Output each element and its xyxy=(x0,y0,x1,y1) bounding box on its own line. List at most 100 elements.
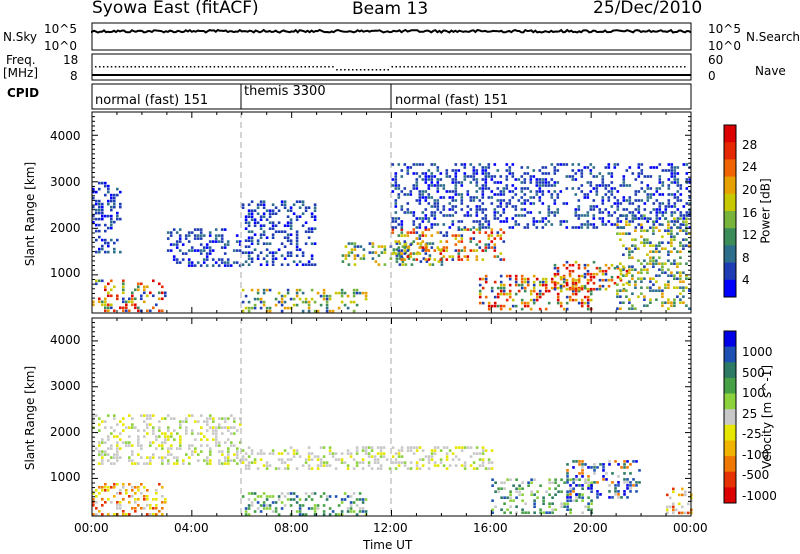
echo-cell xyxy=(98,211,101,215)
echo-cell xyxy=(545,490,548,493)
echo-cell xyxy=(491,511,494,514)
echo-cell xyxy=(541,226,545,229)
echo-cell xyxy=(227,429,230,432)
echo-cell xyxy=(598,287,602,291)
echo-cell xyxy=(442,196,446,199)
echo-cell xyxy=(295,495,299,498)
echo-cell xyxy=(253,458,257,461)
echo-cell xyxy=(349,510,353,513)
echo-cell xyxy=(286,498,290,501)
nave-dot xyxy=(411,66,413,68)
echo-cell xyxy=(586,214,590,217)
echo-cell xyxy=(343,461,347,464)
echo-cell xyxy=(681,493,684,497)
echo-cell xyxy=(421,190,425,193)
echo-cell xyxy=(679,241,682,244)
echo-cell xyxy=(271,501,275,504)
echo-cell xyxy=(343,303,347,307)
velocity-cbar-tick-1: 500 xyxy=(742,366,765,380)
echo-cell xyxy=(101,303,104,307)
echo-cell xyxy=(484,231,488,234)
echo-cell xyxy=(623,472,626,475)
echo-cell xyxy=(593,466,596,469)
echo-cell xyxy=(122,498,125,501)
echo-cell xyxy=(608,463,611,466)
nave-dot xyxy=(379,69,382,71)
echo-cell xyxy=(481,223,485,226)
echo-cell xyxy=(619,301,622,304)
echo-cell xyxy=(688,307,691,310)
echo-cell xyxy=(685,202,689,205)
echo-cell xyxy=(478,277,482,281)
echo-cell xyxy=(131,444,134,447)
echo-cell xyxy=(676,181,680,184)
echo-cell xyxy=(418,252,422,255)
echo-cell xyxy=(661,241,664,244)
echo-cell xyxy=(556,193,560,196)
echo-cell xyxy=(628,220,632,223)
echo-cell xyxy=(340,291,344,295)
echo-cell xyxy=(590,490,593,493)
echo-cell xyxy=(95,447,98,450)
echo-cell xyxy=(478,187,482,190)
echo-cell xyxy=(676,178,680,181)
echo-cell xyxy=(626,484,629,487)
echo-cell xyxy=(131,486,134,489)
echo-cell xyxy=(271,224,275,227)
echo-cell xyxy=(685,226,688,229)
echo-cell xyxy=(137,285,140,289)
echo-cell xyxy=(472,237,476,240)
echo-cell xyxy=(682,238,685,241)
echo-cell xyxy=(122,429,125,432)
echo-cell xyxy=(433,258,437,261)
echo-cell xyxy=(481,258,485,261)
echo-cell xyxy=(631,211,635,214)
nave-dot xyxy=(581,66,583,68)
echo-cell xyxy=(406,172,410,175)
echo-cell xyxy=(119,190,122,194)
echo-cell xyxy=(502,283,506,287)
echo-cell xyxy=(601,184,605,187)
echo-cell xyxy=(199,231,203,234)
echo-cell xyxy=(122,309,125,313)
echo-cell xyxy=(244,227,248,230)
echo-cell xyxy=(684,490,687,494)
echo-cell xyxy=(439,178,443,181)
colorbar-segment xyxy=(724,346,736,363)
echo-cell xyxy=(430,458,434,461)
echo-cell xyxy=(629,472,632,475)
echo-cell xyxy=(628,298,631,301)
echo-cell xyxy=(574,281,578,285)
echo-cell xyxy=(98,235,101,239)
echo-cell xyxy=(646,187,650,190)
echo-cell xyxy=(194,438,197,441)
xlabel: Time UT xyxy=(363,538,413,552)
echo-cell xyxy=(572,460,575,463)
echo-cell xyxy=(259,306,263,310)
echo-cell xyxy=(493,237,497,240)
echo-cell xyxy=(421,240,425,243)
echo-cell xyxy=(418,196,422,199)
echo-cell xyxy=(538,283,542,287)
echo-cell xyxy=(460,446,464,449)
echo-cell xyxy=(295,239,299,242)
echo-cell xyxy=(340,498,344,501)
echo-cell xyxy=(137,429,140,432)
echo-cell xyxy=(173,438,176,441)
echo-cell xyxy=(140,309,143,313)
echo-cell xyxy=(397,249,401,252)
echo-cell xyxy=(578,496,581,499)
echo-cell xyxy=(131,303,134,307)
echo-cell xyxy=(110,444,113,447)
echo-cell xyxy=(556,269,560,273)
echo-cell xyxy=(515,478,518,481)
echo-cell xyxy=(280,297,284,301)
echo-cell xyxy=(301,224,305,227)
echo-cell xyxy=(523,202,527,205)
echo-cell xyxy=(460,220,464,223)
echo-cell xyxy=(95,513,98,516)
echo-cell xyxy=(398,263,402,266)
echo-cell xyxy=(397,217,401,220)
echo-cell xyxy=(313,507,317,510)
echo-cell xyxy=(655,214,659,217)
